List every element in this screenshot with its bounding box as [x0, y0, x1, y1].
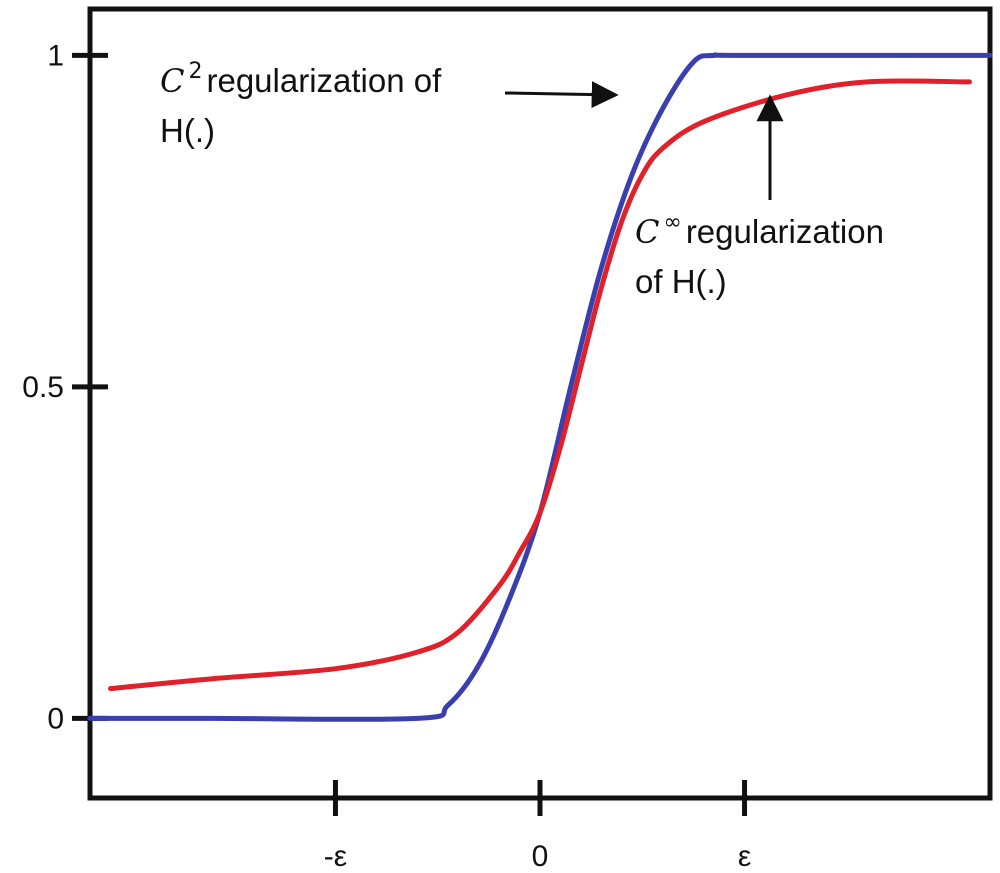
annotation-cinf: C ∞ regularization of H(.) [635, 94, 884, 300]
series-cinf-line [108, 78, 972, 692]
annotation-c2-line2: H(.) [160, 112, 215, 149]
series-c2-line [87, 52, 993, 722]
annotation-cinf-line1: regularization [686, 213, 884, 250]
svg-text:C 2 regularizatio: C 2 regularization of [160, 59, 442, 100]
annotation-c2-arrow [504, 81, 619, 109]
x-tick-label-2: ε [738, 840, 751, 873]
annotation-cinf-line2: of H(.) [635, 263, 727, 300]
svg-text:C ∞ regularizatio: C ∞ regularization [635, 210, 884, 251]
y-tick-label-0: 0 [47, 702, 64, 735]
annotation-c2-prefix: C [160, 62, 184, 100]
axis-ticks: -ε 0 ε 0 0.5 1 [22, 39, 751, 873]
x-tick-label-1: 0 [532, 840, 549, 873]
annotation-c2: C 2 regularization of H(.) [160, 59, 619, 149]
annotation-c2-sup: 2 [188, 59, 202, 84]
y-tick-label-2: 1 [47, 39, 64, 72]
x-tick-label-0: -ε [324, 840, 347, 873]
annotation-cinf-sup: ∞ [663, 210, 681, 235]
y-tick-label-1: 0.5 [22, 371, 64, 404]
series-group [87, 52, 993, 722]
annotation-cinf-prefix: C [635, 213, 659, 251]
annotation-c2-line1: regularization of [206, 62, 442, 99]
